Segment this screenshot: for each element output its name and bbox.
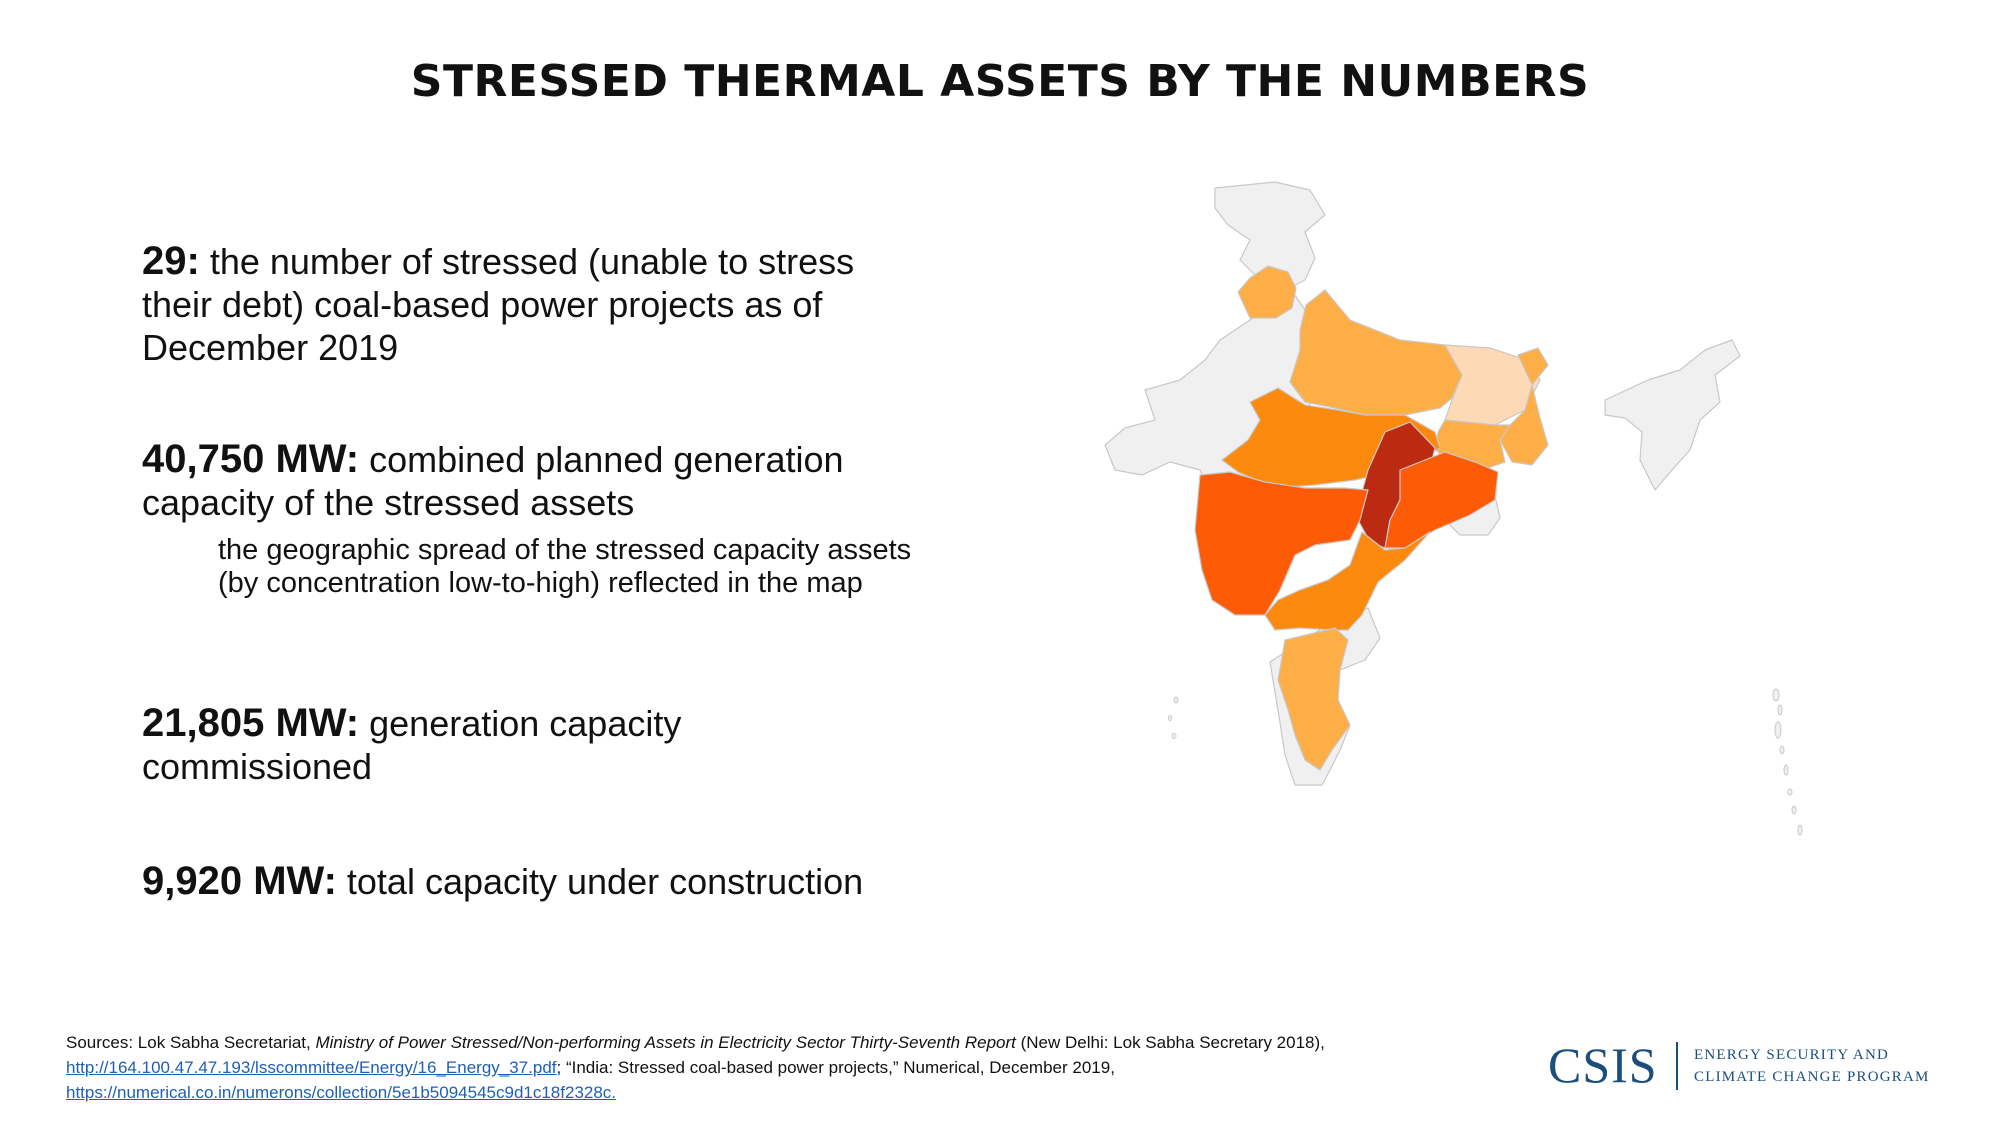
map-island-8: [1173, 696, 1179, 704]
map-island-3: [1779, 745, 1785, 755]
stat-value: 21,805 MW:: [142, 701, 360, 745]
map-region-uttar-pradesh: [1289, 289, 1463, 416]
sources-report-title: Ministry of Power Stressed/Non-performin…: [315, 1033, 1016, 1052]
logo-divider: [1676, 1042, 1678, 1090]
map-region-west-bengal: [1499, 347, 1549, 466]
stat-planned-capacity: 40,750 MW: combined planned generation c…: [142, 438, 902, 524]
map-island-10: [1171, 733, 1177, 739]
sources-mid: (New Delhi: Lok Sabha Secretary 2018),: [1015, 1033, 1325, 1052]
program-name: ENERGY SECURITY AND CLIMATE CHANGE PROGR…: [1694, 1044, 1930, 1088]
map-region-bihar: [1444, 344, 1541, 426]
sources-mid2: ; “India: Stressed coal-based power proj…: [556, 1058, 1115, 1077]
stat-value: 9,920 MW:: [142, 859, 337, 903]
map-island-7: [1797, 824, 1803, 836]
map-island-1: [1777, 704, 1783, 716]
map-region-punjab: [1237, 265, 1297, 319]
source-link-numerical[interactable]: https://numerical.co.in/numerons/collect…: [66, 1083, 617, 1102]
program-line-1: ENERGY SECURITY AND: [1694, 1047, 1890, 1063]
map-region-maharashtra: [1194, 471, 1369, 616]
stat-stressed-projects: 29: the number of stressed (unable to st…: [142, 240, 902, 369]
map-island-4: [1783, 764, 1789, 776]
stat-commissioned-capacity: 21,805 MW: generation capacity commissio…: [142, 702, 902, 788]
map-region-base-northeast: [1604, 339, 1741, 491]
map-island-0: [1772, 688, 1780, 702]
map-island-9: [1168, 715, 1172, 721]
stat-value: 29:: [142, 239, 200, 283]
sources-note: Sources: Lok Sabha Secretariat, Ministry…: [66, 1030, 1456, 1105]
map-region-tamil-nadu: [1277, 627, 1351, 771]
source-link-lok-sabha[interactable]: http://164.100.47.47.193/lsscommittee/En…: [66, 1058, 557, 1077]
stat-text: generation capacity commissioned: [142, 703, 682, 787]
page-title: STRESSED THERMAL ASSETS BY THE NUMBERS: [410, 56, 1590, 107]
stat-text: total capacity under construction: [336, 861, 864, 902]
program-line-2: CLIMATE CHANGE PROGRAM: [1694, 1069, 1930, 1085]
map-region-base-north: [1214, 181, 1326, 289]
stat-under-construction: 9,920 MW: total capacity under construct…: [142, 860, 902, 903]
stat-value: 40,750 MW:: [142, 437, 360, 481]
map-region-odisha: [1384, 451, 1499, 549]
map-island-2: [1774, 721, 1782, 739]
stat-text: combined planned generation capacity of …: [142, 439, 844, 523]
sources-prefix: Sources: Lok Sabha Secretariat,: [66, 1033, 316, 1052]
india-stressed-assets-map: [1104, 181, 1803, 836]
stat-text: the number of stressed (unable to stress…: [142, 241, 855, 368]
map-note: the geographic spread of the stressed ca…: [218, 534, 912, 599]
map-island-6: [1791, 805, 1797, 815]
csis-wordmark: CSIS: [1548, 1037, 1658, 1093]
csis-logo: CSIS ENERGY SECURITY AND CLIMATE CHANGE …: [1548, 1036, 1968, 1096]
map-island-5: [1787, 788, 1793, 796]
